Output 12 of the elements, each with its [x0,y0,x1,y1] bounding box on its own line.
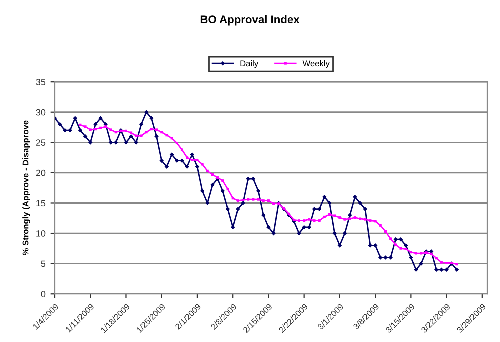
y-tick-label: 5 [41,260,46,268]
y-tick-label: 20 [36,170,46,176]
y-tick-label: 30 [36,109,46,116]
chart-title: BO Approval Index [200,15,300,26]
y-tick-label: 10 [36,230,46,237]
y-tick-label: 25 [36,140,46,146]
y-tick-label: 35 [36,79,46,86]
y-tick-label: 15 [36,200,46,207]
y-axis-title: % Strongly (Approve - Disapprove [22,120,30,256]
y-tick-label: 0 [41,291,46,298]
legend-label: Daily [240,60,259,68]
legend-label: Weekly [302,60,330,68]
